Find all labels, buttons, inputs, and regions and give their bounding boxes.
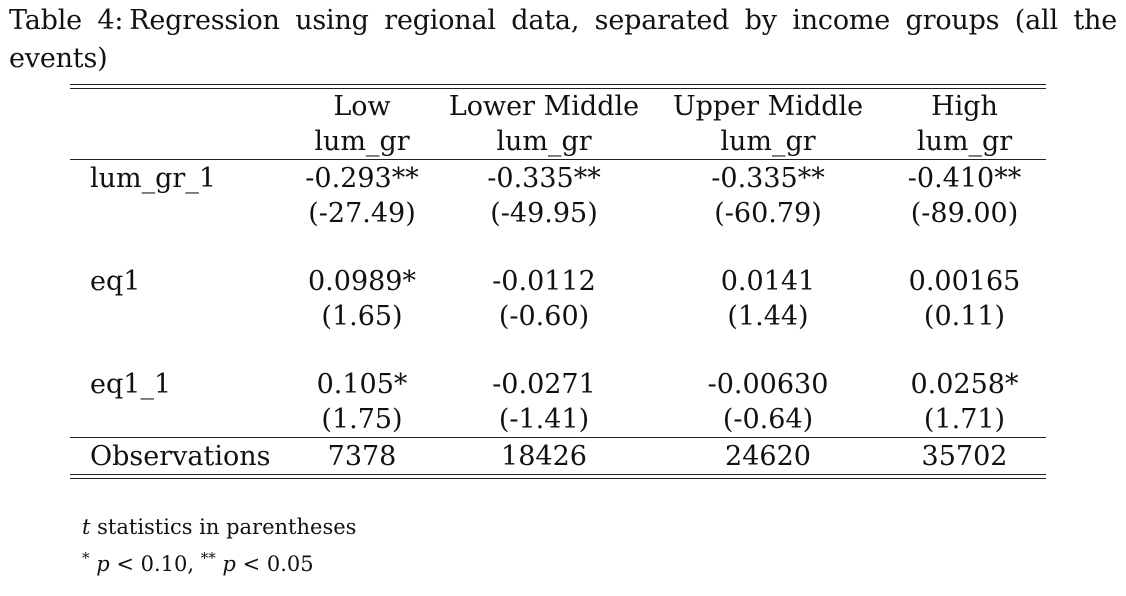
row-spacer — [70, 334, 1046, 367]
coefficient-row: lum_gr_1 -0.293** -0.335** -0.335** -0.4… — [70, 160, 1046, 196]
observations-rule — [70, 437, 1046, 438]
tstat-cell: (1.44) — [727, 301, 809, 332]
column-header: High — [931, 91, 998, 122]
header-row-depvars: lum_gr lum_gr lum_gr lum_gr — [70, 124, 1046, 159]
coefficient-cell: -0.410** — [907, 163, 1022, 194]
regression-table: Low Lower Middle Upper Middle High lum_g… — [70, 84, 1046, 479]
dependent-variable-header: lum_gr — [720, 126, 816, 157]
header-row-groups: Low Lower Middle Upper Middle High — [70, 89, 1046, 124]
coefficient-row: eq1_1 0.105* -0.0271 -0.00630 0.0258* — [70, 367, 1046, 402]
coefficient-cell: -0.00630 — [707, 369, 829, 400]
star-one: * — [82, 549, 90, 567]
tstat-footnote: t statistics in parentheses — [82, 509, 356, 546]
tstat-cell: (-1.41) — [498, 404, 590, 435]
row-label: lum_gr_1 — [90, 163, 216, 194]
column-header: Low — [333, 91, 391, 122]
coefficient-cell: 0.00165 — [908, 266, 1021, 297]
row-label: eq1_1 — [90, 369, 172, 400]
table-caption: Table 4: Regression using regional data, … — [9, 2, 1117, 78]
tstat-cell: (1.71) — [923, 404, 1006, 435]
table-bottom-rule — [70, 478, 1046, 479]
coefficient-cell: -0.335** — [711, 163, 825, 194]
observations-cell: 18426 — [501, 441, 587, 472]
tstat-row: (-27.49) (-49.95) (-60.79) (-89.00) — [70, 196, 1046, 231]
coefficient-cell: 0.0258* — [910, 369, 1019, 400]
tstat-row: (1.75) (-1.41) (-0.64) (1.71) — [70, 402, 1046, 437]
tstat-cell: (1.65) — [321, 301, 403, 332]
p-symbol: p — [222, 552, 236, 576]
observations-cell: 35702 — [921, 441, 1008, 472]
coefficient-cell: 0.105* — [316, 369, 408, 400]
regression-table-body: Low Lower Middle Upper Middle High lum_g… — [70, 89, 1046, 159]
table-caption-text: Regression using regional data, separate… — [9, 5, 1117, 74]
row-label: eq1 — [90, 266, 141, 297]
tstat-cell: (-0.60) — [498, 301, 590, 332]
tstat-cell: (-27.49) — [308, 198, 416, 229]
coefficient-cell: -0.0112 — [492, 266, 596, 297]
tstat-cell: (-49.95) — [490, 198, 598, 229]
dependent-variable-header: lum_gr — [916, 126, 1013, 157]
header-rule — [70, 159, 1046, 160]
regression-table-observations: Observations 7378 18426 24620 35702 — [70, 438, 1046, 474]
tstat-cell: (-60.79) — [714, 198, 822, 229]
column-header: Upper Middle — [672, 91, 864, 122]
observations-cell: 24620 — [725, 441, 811, 472]
table-top-rule-inner — [70, 88, 1046, 89]
coefficient-cell: -0.293** — [305, 163, 419, 194]
column-header: Lower Middle — [448, 91, 640, 122]
tstat-note: statistics in parentheses — [97, 515, 357, 539]
coefficient-cell: 0.0141 — [720, 266, 816, 297]
coefficient-cell: -0.335** — [487, 163, 601, 194]
tstat-row: (1.65) (-0.60) (1.44) (0.11) — [70, 299, 1046, 334]
dependent-variable-header: lum_gr — [314, 126, 410, 157]
regression-table-coefficients: lum_gr_1 -0.293** -0.335** -0.335** -0.4… — [70, 160, 1046, 437]
star-two: ** — [200, 549, 216, 567]
coefficient-cell: -0.0271 — [492, 369, 596, 400]
observations-cell: 7378 — [327, 441, 397, 472]
significance-footnote: * p < 0.10, ** p < 0.05 — [82, 546, 356, 583]
row-spacer — [70, 231, 1046, 264]
tstat-cell: (-89.00) — [910, 198, 1019, 229]
threshold-one: < 0.10, — [116, 552, 195, 576]
header-corner — [70, 89, 289, 124]
observations-row: Observations 7378 18426 24620 35702 — [70, 438, 1046, 474]
coefficient-cell: 0.0989* — [308, 266, 416, 297]
dependent-variable-header: lum_gr — [496, 126, 592, 157]
threshold-two: < 0.05 — [242, 552, 314, 576]
table-caption-label: Table 4: — [9, 5, 124, 36]
table-top-rule — [70, 84, 1046, 85]
tstat-cell: (-0.64) — [722, 404, 814, 435]
p-symbol: p — [96, 552, 110, 576]
table-footnotes: t statistics in parentheses * p < 0.10, … — [82, 509, 356, 583]
tstat-cell: (0.11) — [923, 301, 1006, 332]
tstat-symbol: t — [82, 515, 91, 539]
tstat-cell: (1.75) — [321, 404, 403, 435]
table-bottom-rule-inner — [70, 474, 1046, 475]
row-label: Observations — [90, 441, 271, 472]
coefficient-row: eq1 0.0989* -0.0112 0.0141 0.00165 — [70, 264, 1046, 299]
